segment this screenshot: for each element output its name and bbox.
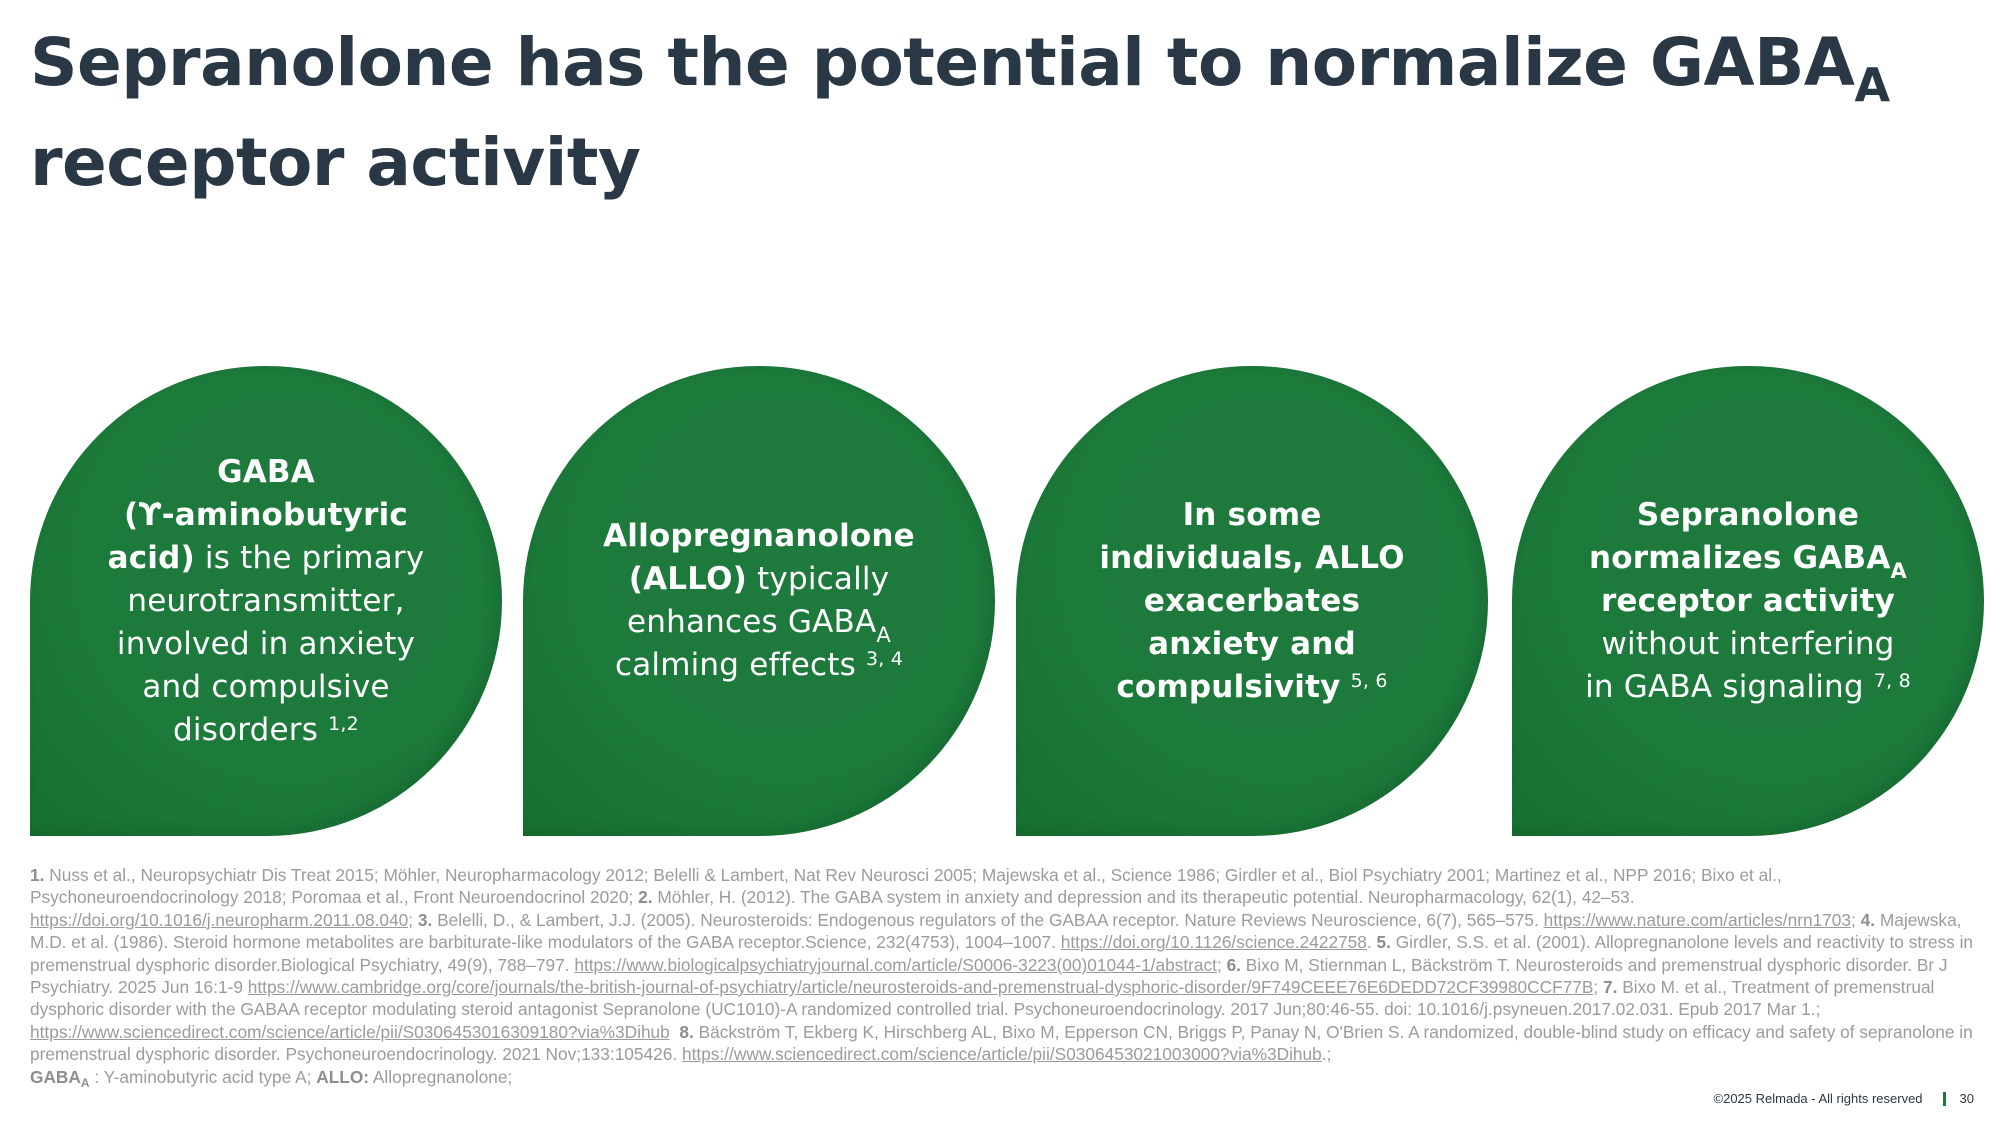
ref-text: Girdler, S.S. et al. (2001). Allopregnan… [30,932,1974,975]
abbr-allo: ALLO: [316,1066,370,1087]
card-gaba-text: GABA (ϒ-aminobutyric acid) is the primar… [96,451,436,752]
ref-number: 8. [679,1021,694,1042]
abbr-gaba-sub: A [80,1075,90,1090]
card-allo-subscript: A [876,623,891,647]
card-exacerbates-text: In some individuals, ALLO exacerbates an… [1092,494,1412,709]
card-allo-body2: calming effects [614,647,856,683]
references: 1. Nuss et al., Neuropsychiatr Dis Treat… [30,865,1974,1090]
card-sepranolone-body: without interfering in GABA signaling [1585,625,1895,705]
ref-text: Bäckström T, Ekberg K, Hirschberg AL, Bi… [30,1021,1973,1065]
ref-text: Majewska, M.D. et al. (1986). Steroid ho… [30,909,1962,953]
ref-number: 1. [30,865,45,885]
card-gaba: GABA (ϒ-aminobutyric acid) is the primar… [30,366,502,836]
card-gaba-citation: 1,2 [328,712,359,735]
page-number: 30 [1959,1091,1974,1106]
ref-link[interactable]: https://www.sciencedirect.com/science/ar… [30,1021,670,1042]
card-sepranolone: Sepranolone normalizes GABAA receptor ac… [1512,366,1984,836]
ref-text: Bixo M. et al., Treatment of premenstrua… [30,977,1935,1020]
ref-link[interactable]: https://doi.org/10.1016/j.neuropharm.201… [30,909,409,930]
ref-text: Belelli, D., & Lambert, J.J. (2005). Neu… [432,909,1544,930]
card-exacerbates-bold: In some individuals, ALLO exacerbates an… [1099,496,1405,705]
ref-number: 3. [417,909,433,930]
ref-number: 6. [1226,954,1241,975]
card-allo-body1: typically enhances GABA [626,561,890,640]
footer: ©2025 Relmada - All rights reserved 30 [1714,1091,1974,1106]
card-sepranolone-bold2: receptor activity [1600,582,1896,619]
ref-text: Möhler, H. (2012). The GABA system in an… [652,887,1635,908]
abbr-gaba: GABA [30,1066,81,1087]
ref-number: 7. [1603,977,1618,998]
card-gaba-bold1: GABA [217,453,315,490]
ref-link[interactable]: https://www.biologicalpsychiatryjournal.… [574,954,1217,975]
card-gaba-bold2: (ϒ-aminobutyric [124,496,408,533]
ref-number: 5. [1376,932,1391,953]
copyright: ©2025 Relmada - All rights reserved [1713,1091,1923,1106]
card-sepranolone-subscript: A [1890,558,1907,583]
ref-number: 4. [1860,909,1876,930]
card-exacerbates-citation: 5, 6 [1350,669,1388,692]
title-subscript: A [1854,58,1891,112]
ref-link[interactable]: https://www.sciencedirect.com/science/ar… [681,1044,1322,1065]
card-sepranolone-text: Sepranolone normalizes GABAA receptor ac… [1583,494,1913,709]
abbr-allo-def: Allopregnanolone; [369,1066,513,1087]
slide-title: Sepranolone has the potential to normali… [30,24,1980,202]
card-allo-bold2: (ALLO) [628,561,748,597]
ref-tail: .; [1321,1044,1332,1065]
footer-divider [1942,1091,1946,1106]
card-exacerbates: In some individuals, ALLO exacerbates an… [1016,366,1488,836]
abbr-gaba-def: : Y-aminobutyric acid type A; [89,1066,317,1087]
card-sepranolone-bold1: Sepranolone normalizes GABA [1589,496,1891,576]
card-gaba-bold3: acid) [107,539,195,576]
ref-link[interactable]: https://www.nature.com/articles/nrn1703 [1543,909,1852,930]
ref-text: Bixo M, Stiernman L, Bäckström T. Neuros… [30,954,1948,998]
title-line2: receptor activity [30,124,641,201]
card-allo: Allopregnanolone (ALLO) typically enhanc… [523,366,995,836]
card-allo-citation: 3, 4 [865,648,904,670]
ref-link[interactable]: https://www.cambridge.org/core/journals/… [247,977,1594,998]
card-gaba-body: is the primary neurotransmitter, involve… [116,539,425,748]
ref-link[interactable]: https://doi.org/10.1126/science.2422758 [1060,932,1367,953]
title-line1: Sepranolone has the potential to normali… [30,24,1855,101]
card-allo-text: Allopregnanolone (ALLO) typically enhanc… [594,515,924,687]
ref-text: Nuss et al., Neuropsychiatr Dis Treat 20… [30,865,1782,908]
ref-number: 2. [638,887,653,908]
card-sepranolone-citation: 7, 8 [1873,669,1911,692]
card-allo-bold1: Allopregnanolone [603,518,915,554]
